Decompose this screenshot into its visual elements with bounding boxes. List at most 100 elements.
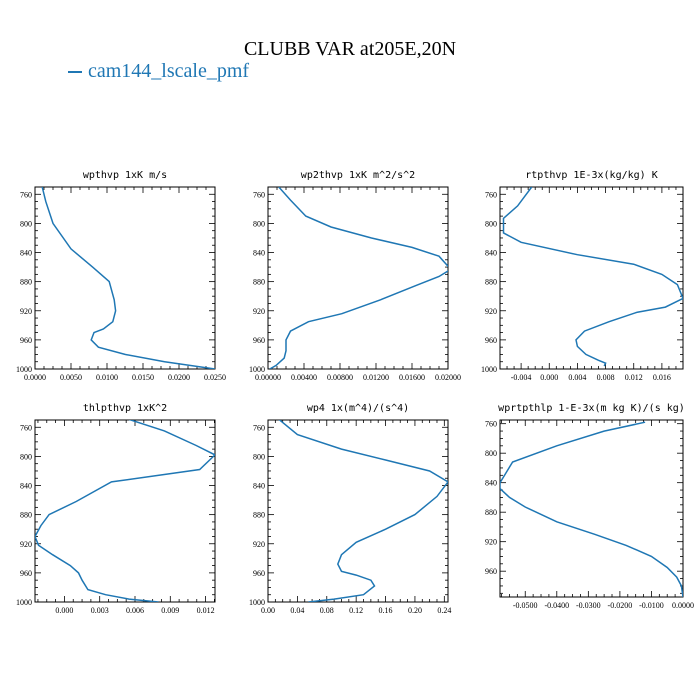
y-tick-label: 920 [485, 307, 497, 316]
y-tick-label: 840 [253, 482, 265, 491]
legend-line-swatch [68, 70, 82, 73]
x-tick-label: 0.0050 [60, 373, 82, 382]
plot-frame [267, 186, 449, 370]
legend: cam144_lscale_pmf [68, 60, 249, 83]
panel-6: wprtpthlp 1-E-3x(m kg K)/(s kg)760 800 840… [485, 403, 694, 610]
y-tick-label: 800 [20, 219, 32, 228]
x-tick-label: -0.0200 [608, 601, 633, 610]
plot-frame [499, 186, 684, 370]
y-tick-label: 800 [485, 449, 497, 458]
x-tick-label: 0.00 [261, 606, 275, 615]
x-tick-label: 0.003 [91, 606, 109, 615]
x-tick-label: 0.006 [126, 606, 144, 615]
y-tick-label: 880 [253, 511, 265, 520]
y-tick-label: 880 [253, 278, 265, 287]
x-tick-label: 0.0100 [96, 373, 118, 382]
panel-title: rtpthvp 1E-3x(kg/kg) K [525, 170, 657, 181]
y-tick-label: 1000 [249, 365, 265, 374]
panel-title: wp4 1x(m^4)/(s^4) [307, 403, 409, 414]
x-tick-label: 0.000 [540, 373, 558, 382]
plot-frame [499, 419, 684, 598]
x-tick-label: 0.16 [379, 606, 393, 615]
x-tick-label: 0.0250 [204, 373, 226, 382]
panel-3: rtpthvp 1E-3x(kg/kg) K 760 800 840 880 920 960… [481, 170, 684, 382]
plot-frame [34, 419, 216, 603]
x-tick-label: 0.00000 [255, 373, 281, 382]
y-tick-label: 880 [20, 511, 32, 520]
y-tick-label: 760 [20, 423, 32, 432]
x-tick-label: -0.004 [511, 373, 532, 382]
panel-title: wprtpthlp 1-E-3x(m kg K)/(s kg) [498, 403, 685, 414]
x-tick-label: 0.0000 [24, 373, 46, 382]
x-tick-label: -0.0300 [576, 601, 601, 610]
y-tick-label: 800 [485, 219, 497, 228]
y-tick-label: 760 [485, 190, 497, 199]
x-tick-label: 0.08 [320, 606, 334, 615]
y-tick-label: 840 [20, 249, 32, 258]
x-tick-label: -0.0400 [544, 601, 569, 610]
y-tick-label: 760 [485, 420, 497, 429]
panel-5: wp4 1x(m^4)/(s^4)76080084088092096010000… [249, 403, 451, 615]
y-tick-label: 960 [485, 336, 497, 345]
y-tick-label: 800 [253, 219, 265, 228]
y-tick-label: 880 [20, 278, 32, 287]
legend-label: cam144_lscale_pmf [88, 60, 250, 82]
y-tick-label: 920 [20, 307, 32, 316]
panel-4: thlpthvp 1xK^2 760 800 840 880 920 960 1000 0.00… [16, 403, 216, 615]
x-tick-label: 0.12 [349, 606, 363, 615]
y-tick-label: 840 [485, 479, 497, 488]
plot-frame [267, 419, 449, 603]
plot-frame [34, 186, 216, 370]
x-tick-label: 0.20 [408, 606, 422, 615]
y-tick-label: 960 [485, 567, 497, 576]
x-tick-label: 0.008 [597, 373, 615, 382]
y-tick-label: 840 [485, 249, 497, 258]
x-tick-label: -0.0500 [513, 601, 538, 610]
y-tick-label: 760 [20, 190, 32, 199]
y-tick-label: 760 [253, 190, 265, 199]
x-tick-label: 0.0000 [672, 601, 694, 610]
y-tick-label: 920 [20, 540, 32, 549]
y-tick-label: 800 [20, 452, 32, 461]
panel-2: wp2thvp 1xK m^2/s^2 760 800 840 880 920 960 100… [249, 170, 461, 382]
panel-1: wpthvp 1xK m/s76080084088092096010000.00… [16, 170, 226, 382]
y-tick-label: 960 [20, 569, 32, 578]
y-tick-label: 800 [253, 452, 265, 461]
y-tick-label: 920 [485, 538, 497, 547]
y-tick-label: 960 [20, 336, 32, 345]
x-tick-label: -0.0100 [639, 601, 664, 610]
panel-title: thlpthvp 1xK^2 [83, 403, 167, 414]
page-title: CLUBB VAR at205E,20N [243, 38, 457, 60]
y-tick-label: 840 [20, 482, 32, 491]
x-tick-label: 0.016 [653, 373, 671, 382]
y-tick-label: 840 [253, 249, 265, 258]
series-line [502, 187, 683, 367]
series-line [269, 187, 448, 369]
y-tick-label: 1000 [249, 598, 265, 607]
x-tick-label: 0.00800 [327, 373, 353, 382]
series-line [278, 420, 448, 602]
x-tick-label: 0.0150 [132, 373, 154, 382]
series-line [41, 187, 215, 369]
panel-title: wpthvp 1xK m/s [83, 170, 167, 181]
x-tick-label: 0.000 [55, 606, 73, 615]
series-line [35, 420, 215, 602]
x-tick-label: 0.24 [437, 606, 451, 615]
series-line [500, 421, 683, 597]
x-tick-label: 0.012 [197, 606, 215, 615]
y-tick-label: 920 [253, 540, 265, 549]
y-tick-label: 1000 [16, 598, 32, 607]
x-tick-label: 0.012 [625, 373, 643, 382]
x-tick-label: 0.04 [290, 606, 304, 615]
x-tick-label: 0.004 [568, 373, 586, 382]
panel-title: wp2thvp 1xK m^2/s^2 [301, 170, 415, 181]
x-tick-label: 0.02000 [435, 373, 461, 382]
x-tick-label: 0.00400 [291, 373, 317, 382]
y-tick-label: 760 [253, 423, 265, 432]
y-tick-label: 1000 [16, 365, 32, 374]
x-tick-label: 0.01600 [399, 373, 425, 382]
y-tick-label: 880 [485, 278, 497, 287]
y-tick-label: 1000 [481, 365, 497, 374]
y-tick-label: 960 [253, 336, 265, 345]
